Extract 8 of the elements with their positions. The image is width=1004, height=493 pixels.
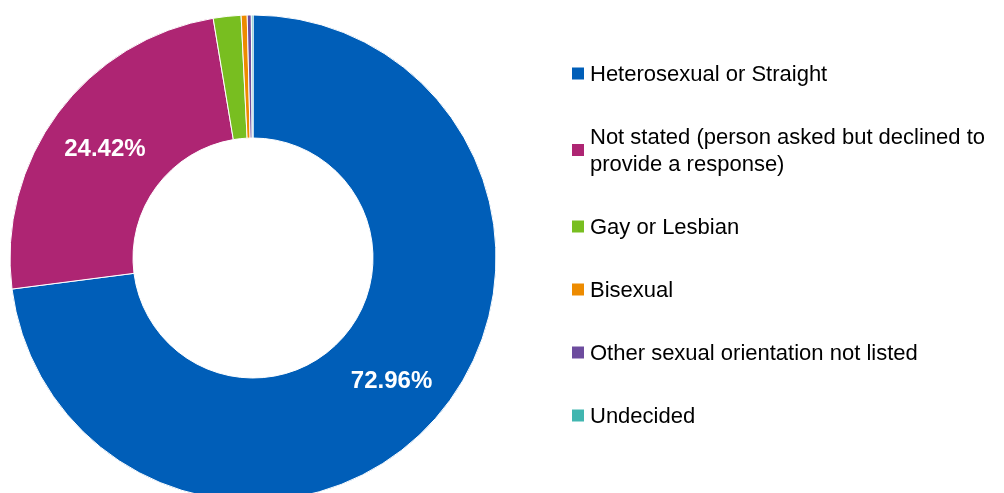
legend-label: Bisexual bbox=[590, 277, 674, 302]
data-label: 72.96% bbox=[350, 366, 433, 394]
legend-label: Heterosexual or Straight bbox=[590, 61, 828, 86]
legend-label: Not stated (person asked but declined to provide a response) bbox=[590, 124, 992, 176]
data-label: 24.42% bbox=[64, 134, 146, 162]
legend-label: Gay or Lesbian bbox=[590, 214, 740, 239]
legend-label: Other sexual orientation not listed bbox=[590, 340, 918, 365]
legend-label: Undecided bbox=[590, 403, 696, 428]
